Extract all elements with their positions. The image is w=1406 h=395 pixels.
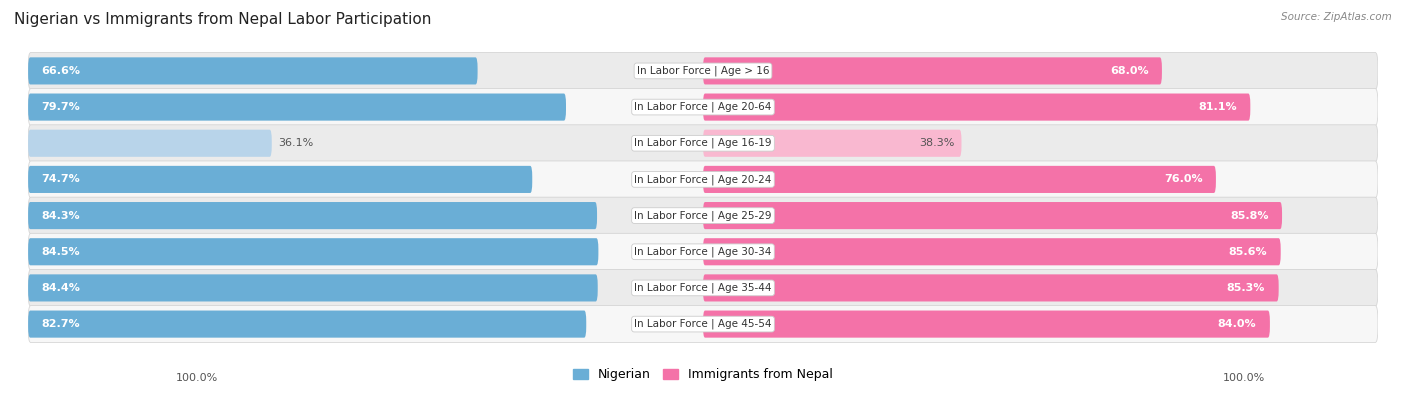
Text: Nigerian vs Immigrants from Nepal Labor Participation: Nigerian vs Immigrants from Nepal Labor … [14,12,432,27]
FancyBboxPatch shape [28,275,598,301]
Text: In Labor Force | Age 16-19: In Labor Force | Age 16-19 [634,138,772,149]
Text: In Labor Force | Age 20-64: In Labor Force | Age 20-64 [634,102,772,112]
FancyBboxPatch shape [28,269,1378,307]
FancyBboxPatch shape [703,202,1282,229]
Text: 74.7%: 74.7% [42,175,80,184]
Text: 85.6%: 85.6% [1229,247,1267,257]
Text: Source: ZipAtlas.com: Source: ZipAtlas.com [1281,12,1392,22]
FancyBboxPatch shape [28,306,1378,342]
Text: In Labor Force | Age 20-24: In Labor Force | Age 20-24 [634,174,772,185]
Legend: Nigerian, Immigrants from Nepal: Nigerian, Immigrants from Nepal [568,363,838,386]
Text: 66.6%: 66.6% [42,66,80,76]
Text: 84.5%: 84.5% [42,247,80,257]
FancyBboxPatch shape [703,166,1216,193]
Text: 76.0%: 76.0% [1164,175,1202,184]
Text: 79.7%: 79.7% [42,102,80,112]
Text: 85.8%: 85.8% [1230,211,1268,220]
FancyBboxPatch shape [703,94,1250,120]
Text: In Labor Force | Age > 16: In Labor Force | Age > 16 [637,66,769,76]
FancyBboxPatch shape [28,166,533,193]
Text: 81.1%: 81.1% [1198,102,1237,112]
FancyBboxPatch shape [28,233,1378,270]
Text: 68.0%: 68.0% [1109,66,1149,76]
Text: In Labor Force | Age 25-29: In Labor Force | Age 25-29 [634,210,772,221]
Text: In Labor Force | Age 35-44: In Labor Force | Age 35-44 [634,283,772,293]
FancyBboxPatch shape [28,94,567,120]
FancyBboxPatch shape [28,197,1378,234]
Text: In Labor Force | Age 45-54: In Labor Force | Age 45-54 [634,319,772,329]
FancyBboxPatch shape [28,202,598,229]
FancyBboxPatch shape [703,130,962,157]
FancyBboxPatch shape [28,53,1378,89]
Text: 82.7%: 82.7% [42,319,80,329]
FancyBboxPatch shape [703,310,1270,338]
FancyBboxPatch shape [28,238,599,265]
Text: 85.3%: 85.3% [1227,283,1265,293]
FancyBboxPatch shape [703,57,1161,85]
FancyBboxPatch shape [28,57,478,85]
FancyBboxPatch shape [28,88,1378,126]
FancyBboxPatch shape [703,238,1281,265]
Text: 100.0%: 100.0% [176,373,218,383]
Text: 36.1%: 36.1% [278,138,314,148]
Text: 84.0%: 84.0% [1218,319,1257,329]
Text: In Labor Force | Age 30-34: In Labor Force | Age 30-34 [634,246,772,257]
Text: 84.4%: 84.4% [42,283,80,293]
FancyBboxPatch shape [28,130,271,157]
Text: 100.0%: 100.0% [1223,373,1265,383]
Text: 84.3%: 84.3% [42,211,80,220]
FancyBboxPatch shape [28,161,1378,198]
FancyBboxPatch shape [28,125,1378,162]
FancyBboxPatch shape [28,310,586,338]
Text: 38.3%: 38.3% [920,138,955,148]
FancyBboxPatch shape [703,275,1278,301]
